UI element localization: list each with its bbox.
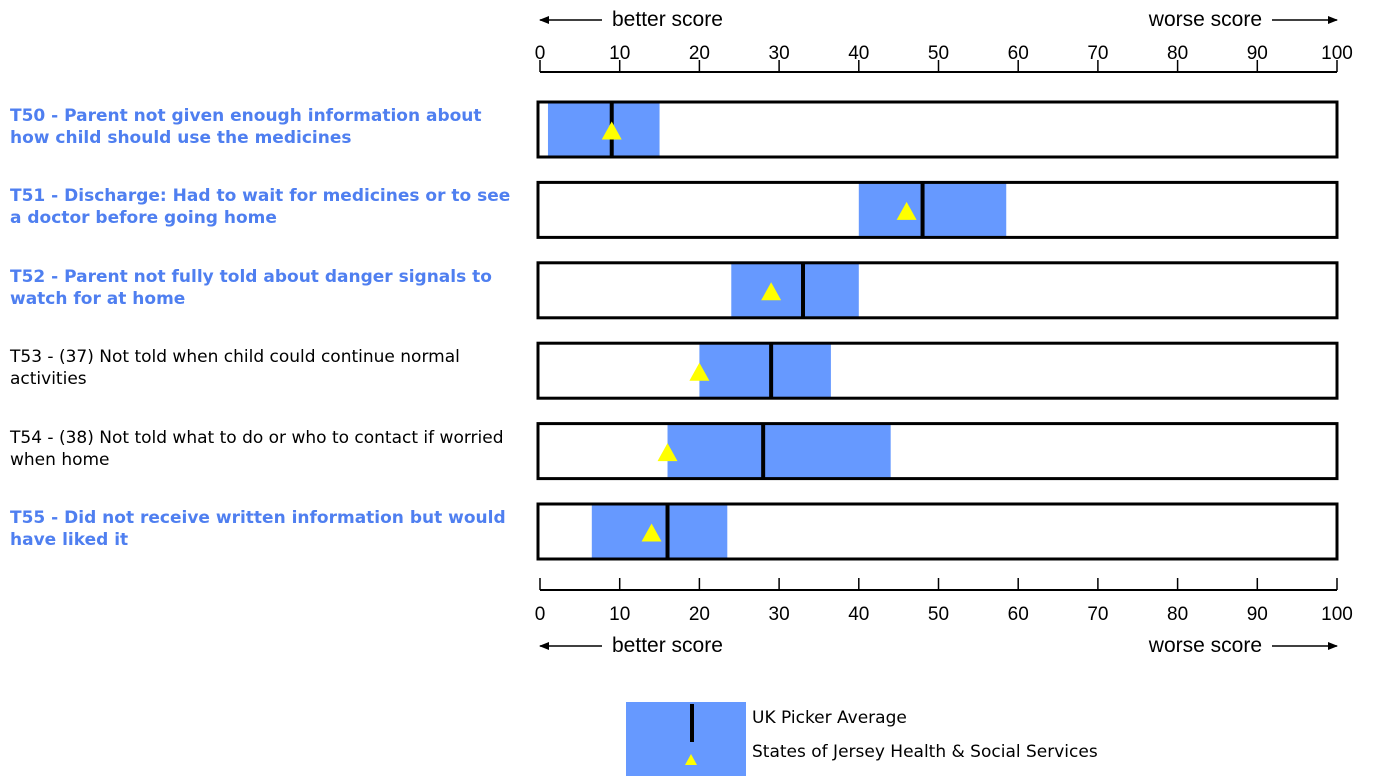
top-axis-tick-label: 0 — [535, 43, 546, 64]
row-label: T51 - Discharge: Had to wait for medicin… — [10, 186, 511, 229]
row-range-bar — [591, 504, 728, 559]
bottom-axis-tick-label: 90 — [1247, 604, 1268, 625]
bottom-axis-tick-label: 60 — [1008, 604, 1029, 625]
row-jersey-marker — [761, 282, 782, 301]
bottom-axis-tick-label: 100 — [1321, 604, 1353, 625]
top-direction-worse-label: worse score — [1148, 8, 1262, 31]
row-frame-bg — [538, 102, 1337, 157]
bottom-axis-tick-label: 70 — [1087, 604, 1108, 625]
legend-jersey-label: States of Jersey Health & Social Service… — [752, 742, 1098, 762]
row-jersey-marker — [896, 201, 917, 220]
bottom-direction-worse-label: worse score — [1148, 634, 1262, 657]
row-range-bar — [858, 182, 1007, 238]
row-frame-bg — [538, 262, 1337, 318]
row-frame — [536, 341, 1339, 400]
row-range-bar — [699, 343, 831, 399]
bottom-axis-tick-label: 30 — [769, 604, 790, 625]
top-axis-tick-label: 10 — [609, 43, 630, 64]
bottom-direction-better-label: better score — [612, 634, 723, 657]
top-axis-tick-label: 60 — [1008, 43, 1029, 64]
top-axis-tick-label: 30 — [769, 43, 790, 64]
row-frame — [536, 502, 1339, 561]
top-direction-better-label: better score — [612, 8, 723, 31]
bottom-axis-tick-label: 20 — [689, 604, 710, 625]
legend-jersey-marker — [685, 754, 697, 765]
bottom-axis-tick-label: 0 — [535, 604, 546, 625]
row-label: T50 - Parent not given enough informatio… — [10, 106, 482, 148]
top-axis-tick-label: 50 — [928, 43, 949, 64]
bottom-axis-tick-label: 50 — [928, 604, 949, 625]
row-jersey-marker — [641, 523, 662, 542]
top-axis-tick-label: 70 — [1087, 43, 1108, 64]
row-frame — [536, 422, 1339, 481]
row-range-bar — [667, 423, 891, 479]
top-axis-tick-label: 90 — [1247, 43, 1268, 64]
row-jersey-marker — [657, 443, 678, 462]
top-axis-tick-label: 100 — [1321, 43, 1353, 64]
row-label: T54 - (38) Not told what to do or who to… — [10, 427, 504, 470]
row-label: T53 - (37) Not told when child could con… — [10, 347, 460, 390]
row-jersey-marker — [689, 362, 710, 381]
row-frame-bg — [538, 343, 1337, 399]
row-range-bar — [547, 102, 660, 157]
row-frame — [536, 100, 1339, 159]
row-jersey-marker — [601, 121, 622, 140]
bottom-axis-tick-label: 40 — [848, 604, 869, 625]
row-label: T52 - Parent not fully told about danger… — [10, 266, 492, 309]
row-frame — [536, 261, 1339, 320]
row-range-bar — [731, 262, 859, 318]
top-axis-tick-label: 80 — [1167, 43, 1188, 64]
bottom-axis-tick-label: 80 — [1167, 604, 1188, 625]
row-label: T55 - Did not receive written informatio… — [10, 508, 506, 550]
row-frame — [536, 180, 1339, 239]
top-axis-tick-label: 20 — [689, 43, 710, 64]
top-axis-tick-label: 40 — [848, 43, 869, 64]
bottom-axis-tick-label: 10 — [609, 604, 630, 625]
row-frame-bg — [538, 423, 1337, 479]
legend-uk-average-label: UK Picker Average — [752, 708, 907, 728]
